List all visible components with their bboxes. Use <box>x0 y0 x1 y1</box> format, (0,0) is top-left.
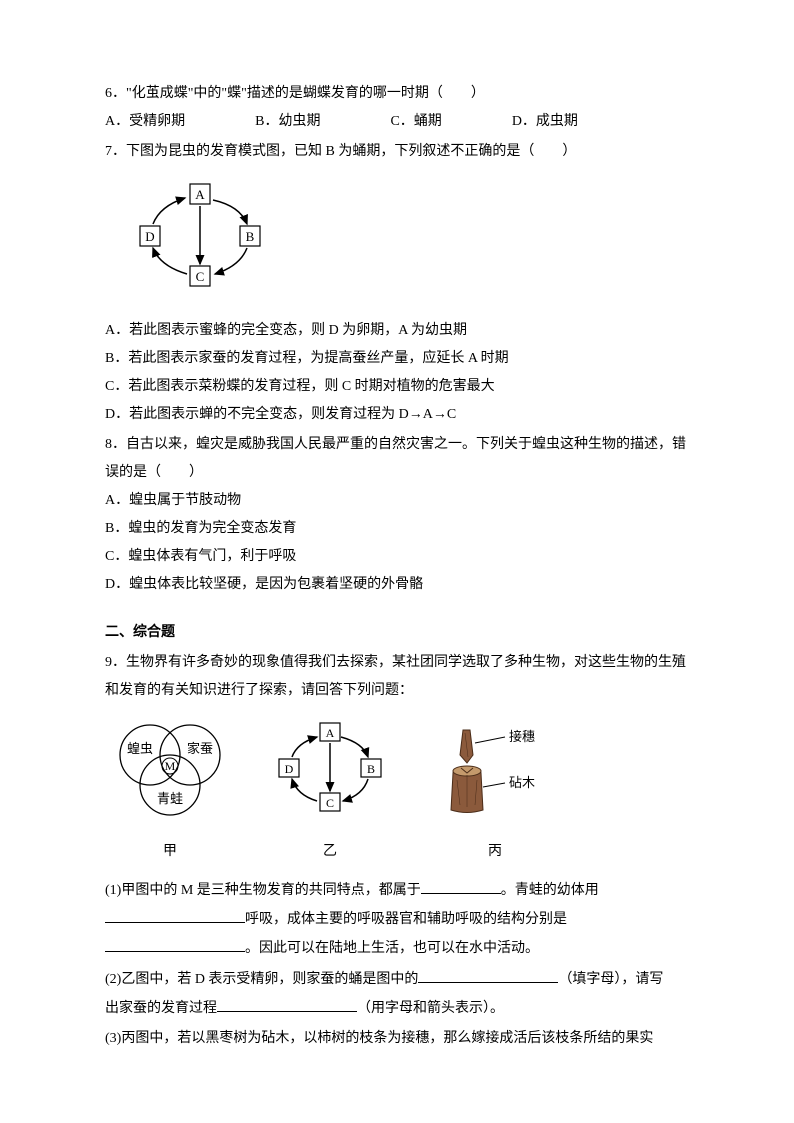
q7-option-d: D．若此图表示蝉的不完全变态，则发育过程为 D→A→C <box>105 401 689 429</box>
q9-sub2: (2)乙图中，若 D 表示受精卵，则家蚕的蛹是图中的 （填字母），请写 <box>105 965 689 994</box>
svg-text:A: A <box>326 726 335 740</box>
q6-options: A．受精卵期 B．幼虫期 C．蛹期 D．成虫期 <box>105 108 689 136</box>
question-8: 8．自古以来，蝗灾是威胁我国人民最严重的自然灾害之一。下列关于蝗虫这种生物的描述… <box>105 431 689 599</box>
q8-option-a: A．蝗虫属于节肢动物 <box>105 487 689 515</box>
yi-caption: 乙 <box>265 838 395 866</box>
svg-text:B: B <box>246 229 255 244</box>
q6-option-c: C．蛹期 <box>390 108 441 136</box>
q9-sub1-line3: 。因此可以在陆地上生活，也可以在水中活动。 <box>105 934 689 963</box>
q9-sub2-p4: （用字母和箭头表示）。 <box>357 1001 504 1016</box>
svg-text:B: B <box>367 762 375 776</box>
q9-sub1-p3: 呼吸，成体主要的呼吸器官和辅助呼吸的结构分别是 <box>245 912 567 927</box>
blank <box>105 934 245 952</box>
q9-sub1: (1)甲图中的 M 是三种生物发育的共同特点，都属于 。青蛙的幼体用 <box>105 876 689 905</box>
svg-text:家蚕: 家蚕 <box>187 741 213 756</box>
svg-text:砧木: 砧木 <box>509 775 535 790</box>
q6-option-b: B．幼虫期 <box>255 108 320 136</box>
q8-option-b: B．蝗虫的发育为完全变态发育 <box>105 515 689 543</box>
q9-sub2-p3: 出家蚕的发育过程 <box>105 1001 217 1016</box>
q7-text: 7．下图为昆虫的发育模式图，已知 B 为蛹期，下列叙述不正确的是（ ） <box>105 138 689 166</box>
blank <box>105 905 245 923</box>
svg-text:D: D <box>285 762 294 776</box>
jia-caption: 甲 <box>105 838 235 866</box>
q9-sub1-p2: 。青蛙的幼体用 <box>501 883 599 898</box>
q9-sub1-p1: (1)甲图中的 M 是三种生物发育的共同特点，都属于 <box>105 883 421 898</box>
q9-diagram-jia: 蝗虫 家蚕 M 青蛙 甲 <box>105 715 235 866</box>
q9-sub2-p2: （填字母），请写 <box>558 972 663 987</box>
blank <box>421 876 501 894</box>
q9-sub3: (3)丙图中，若以黑枣树为砧木，以柿树的枝条为接穗，那么嫁接成活后该枝条所结的果… <box>105 1025 689 1053</box>
svg-text:C: C <box>326 796 334 810</box>
q6-text: 6．"化茧成蝶"中的"蝶"描述的是蝴蝶发育的哪一时期（ ） <box>105 80 689 108</box>
q8-option-d: D．蝗虫体表比较坚硬，是因为包裹着坚硬的外骨骼 <box>105 571 689 599</box>
q9-sub2-p1: (2)乙图中，若 D 表示受精卵，则家蚕的蛹是图中的 <box>105 972 418 987</box>
q9-diagram-bing: 接穗 砧木 丙 <box>425 715 565 866</box>
svg-text:C: C <box>196 269 205 284</box>
question-6: 6．"化茧成蝶"中的"蝶"描述的是蝴蝶发育的哪一时期（ ） A．受精卵期 B．幼… <box>105 80 689 136</box>
question-9: 9．生物界有许多奇妙的现象值得我们去探索，某社团同学选取了多种生物，对这些生物的… <box>105 649 689 1053</box>
svg-text:蝗虫: 蝗虫 <box>127 741 153 756</box>
question-7: 7．下图为昆虫的发育模式图，已知 B 为蛹期，下列叙述不正确的是（ ） A B … <box>105 138 689 429</box>
blank <box>217 994 357 1012</box>
q9-diagram-yi: A B C D 乙 <box>265 715 395 866</box>
q6-option-d: D．成虫期 <box>512 108 578 136</box>
q9-sub2-line2: 出家蚕的发育过程 （用字母和箭头表示）。 <box>105 994 689 1023</box>
blank <box>418 965 558 983</box>
svg-text:青蛙: 青蛙 <box>157 791 183 806</box>
q9-text: 9．生物界有许多奇妙的现象值得我们去探索，某社团同学选取了多种生物，对这些生物的… <box>105 649 689 705</box>
q7-option-c: C．若此图表示菜粉蝶的发育过程，则 C 时期对植物的危害最大 <box>105 373 689 401</box>
q7-option-b: B．若此图表示家蚕的发育过程，为提高蚕丝产量，应延长 A 时期 <box>105 345 689 373</box>
q8-text: 8．自古以来，蝗灾是威胁我国人民最严重的自然灾害之一。下列关于蝗虫这种生物的描述… <box>105 431 689 487</box>
bing-caption: 丙 <box>425 838 565 866</box>
q9-sub1-p4: 。因此可以在陆地上生活，也可以在水中活动。 <box>245 941 539 956</box>
section-2-title: 二、综合题 <box>105 619 689 647</box>
q9-sub1-line2: 呼吸，成体主要的呼吸器官和辅助呼吸的结构分别是 <box>105 905 689 934</box>
svg-text:M: M <box>165 759 176 773</box>
q6-option-a: A．受精卵期 <box>105 108 185 136</box>
svg-text:D: D <box>145 229 154 244</box>
svg-text:A: A <box>195 187 205 202</box>
q9-diagrams: 蝗虫 家蚕 M 青蛙 甲 <box>105 715 689 866</box>
q7-diagram: A B C D <box>125 176 689 307</box>
svg-text:接穗: 接穗 <box>509 729 535 744</box>
q8-option-c: C．蝗虫体表有气门，利于呼吸 <box>105 543 689 571</box>
q7-option-a: A．若此图表示蜜蜂的完全变态，则 D 为卵期，A 为幼虫期 <box>105 317 689 345</box>
